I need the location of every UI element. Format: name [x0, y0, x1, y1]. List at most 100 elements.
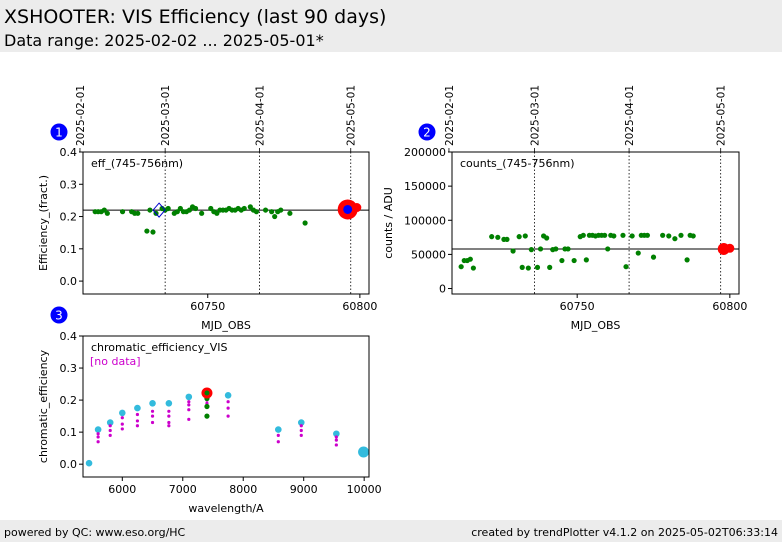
x-tick-label: 60750: [190, 300, 225, 313]
report-title: XSHOOTER: VIS Efficiency (last 90 days): [4, 6, 387, 28]
plot-annotation: chromatic_efficiency_VIS: [91, 341, 227, 354]
no-data-point: [150, 420, 155, 425]
date-marker-label: 2025-03-01: [160, 85, 172, 146]
chart-number-label: 3: [55, 309, 63, 323]
chart-number-label: 1: [55, 126, 63, 140]
plot-area: [83, 152, 369, 294]
data-point: [583, 257, 589, 263]
latest-point-secondary: [352, 203, 362, 213]
y-tick-label: 0.4: [60, 330, 78, 343]
data-point: [144, 228, 150, 234]
data-point: [537, 246, 544, 252]
data-range-subtitle: Data range: 2025-02-02 ... 2025-05-01*: [4, 31, 324, 50]
data-point: [660, 232, 666, 238]
data-point: [602, 232, 608, 238]
data-point: [650, 254, 657, 260]
data-point: [684, 257, 690, 263]
data-point: [489, 234, 495, 240]
reference-point: [119, 409, 126, 417]
no-data-point: [167, 409, 171, 413]
no-data-point: [120, 422, 124, 426]
no-data-point: [108, 433, 112, 437]
data-point: [519, 264, 525, 270]
data-point: [565, 246, 571, 252]
y-tick-label: 50000: [411, 248, 446, 261]
x-axis-label: MJD_OBS: [201, 319, 251, 332]
no-data-point: [150, 414, 155, 418]
data-point: [269, 209, 275, 215]
no-data-point: [187, 403, 191, 407]
data-point: [204, 413, 210, 419]
data-point: [678, 232, 684, 238]
no-data-point: [334, 435, 338, 439]
data-point: [241, 205, 247, 212]
no-data-point: [120, 416, 124, 420]
y-tick-label: 150000: [404, 180, 446, 193]
plot-frame: [82, 335, 370, 478]
data-point: [666, 233, 672, 239]
no-data-point: [226, 400, 230, 404]
y-tick-label: 200000: [404, 146, 446, 159]
no-data-point: [96, 440, 100, 444]
no-data-point: [299, 433, 303, 437]
reference-point: [94, 426, 102, 433]
plot-area: [85, 387, 369, 467]
no-data-point: [167, 424, 171, 428]
y-axis-label: Efficiency_(fract.): [37, 175, 50, 271]
no-data-point: [135, 419, 140, 423]
data-point: [534, 264, 541, 270]
date-marker-label: 2025-04-01: [254, 85, 266, 146]
date-marker-label: 2025-02-01: [75, 85, 87, 146]
data-point: [553, 246, 559, 252]
data-point: [287, 210, 293, 216]
chart-number-badge: [50, 123, 68, 141]
outlier-marker: [152, 202, 166, 218]
reference-point: [106, 419, 114, 426]
report-footer: powered by QC: www.eso.org/HC created by…: [0, 520, 782, 542]
chart-3: 3 0.0 0.1 0.2 0.3 0.4 6000 7000 8000 9000 10000 wav…: [37, 306, 382, 515]
no-data-point: [167, 414, 171, 418]
no-data-point: [108, 424, 112, 428]
plot-frame: [82, 151, 370, 295]
no-data-point: [167, 420, 171, 425]
no-data-point: [96, 432, 100, 436]
no-data-point: [276, 433, 280, 437]
data-point: [467, 256, 473, 262]
data-point: [278, 207, 284, 213]
x-tick-label: 7000: [169, 483, 197, 496]
no-data-point: [334, 443, 338, 447]
y-tick-label: 0: [439, 283, 446, 296]
no-data-label: [no data]: [90, 355, 141, 368]
footer-created-by: created by trendPlotter v4.1.2 on 2025-0…: [471, 526, 778, 539]
plot-annotation: eff_(745-756nm): [91, 157, 183, 170]
no-data-point: [226, 414, 230, 418]
data-point: [629, 233, 635, 239]
data-point: [302, 220, 308, 226]
reference-point: [224, 391, 232, 399]
data-point: [192, 205, 199, 212]
plot-annotation: counts_(745-756nm): [460, 157, 575, 170]
reference-point: [165, 399, 173, 407]
plot-frame: [451, 151, 740, 295]
y-tick-label: 0.3: [60, 362, 78, 375]
plots-canvas: 1 2025-02-01 2025-03-01 2025-04-01 2025-05-0…: [37, 85, 747, 515]
data-point: [644, 232, 651, 238]
data-point: [516, 234, 522, 240]
data-point: [605, 246, 611, 252]
y-tick-label: 0.1: [60, 426, 78, 439]
y-axis-label: chromatic_efficiency: [37, 349, 50, 463]
no-data-point: [299, 424, 303, 428]
report-header: XSHOOTER: VIS Efficiency (last 90 days) …: [0, 0, 782, 52]
no-data-point: [135, 412, 140, 417]
data-point: [470, 265, 476, 271]
no-data-point: [226, 406, 230, 410]
reference-point: [275, 426, 282, 433]
reference-point: [297, 419, 305, 426]
chart-number-badge: [418, 123, 436, 141]
chart-2: 2 2025-02-01 2025-03-01 2025-04-01 2025-05-0…: [382, 85, 747, 332]
data-point: [253, 209, 260, 215]
y-tick-label: 0.0: [60, 458, 78, 471]
y-tick-label: 0.2: [60, 394, 78, 407]
y-tick-label: 0.2: [60, 211, 78, 224]
no-data-point: [150, 409, 155, 413]
